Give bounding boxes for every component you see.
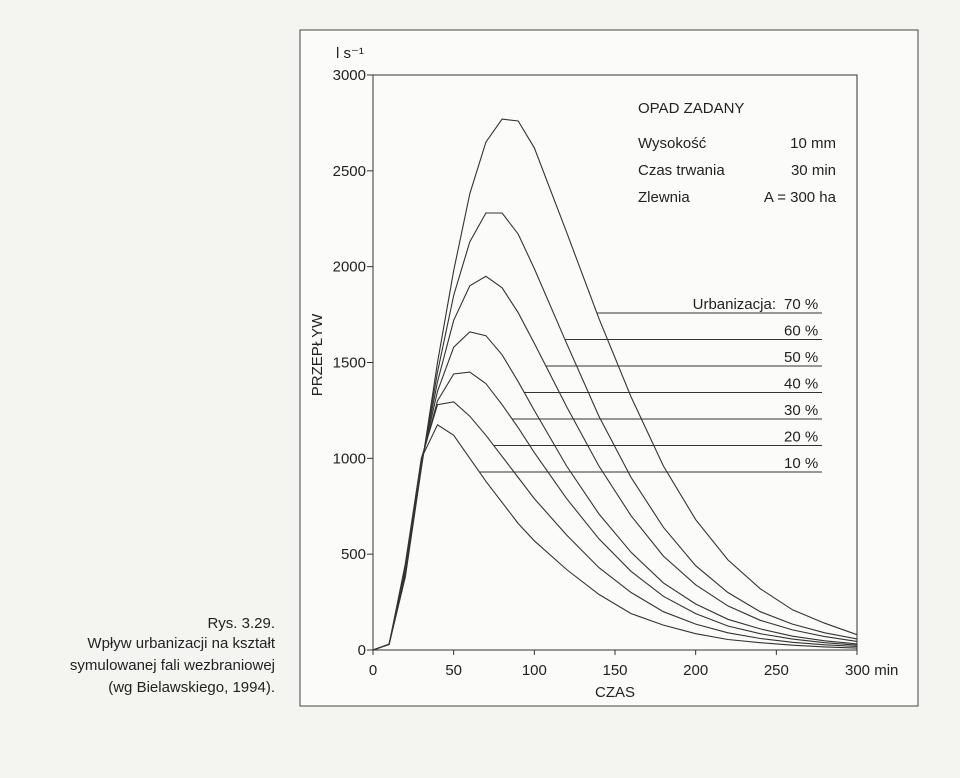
y-tick-label: 0 [358, 642, 366, 659]
y-tick-label: 1000 [333, 450, 366, 467]
info-key: Wysokość [638, 135, 707, 152]
legend-label: 50 % [784, 349, 818, 366]
y-tick-label: 2500 [333, 163, 366, 180]
x-tick-label: 50 [445, 662, 462, 679]
y-tick-label: 1500 [333, 355, 366, 372]
caption-line: symulowanej fali wezbraniowej [70, 657, 275, 674]
legend-label: 60 % [784, 323, 818, 340]
x-tick-label: 0 [369, 662, 377, 679]
legend-label: 40 % [784, 376, 818, 393]
y-tick-label: 500 [341, 546, 366, 563]
x-tick-label: 150 [602, 662, 627, 679]
info-key: Zlewnia [638, 189, 690, 206]
caption-line: Rys. 3.29. [207, 615, 275, 632]
legend-title: Urbanizacja: [693, 296, 776, 313]
legend-label: 10 % [784, 455, 818, 472]
series-line [372, 423, 858, 651]
y-axis-label: PRZEPŁYW [309, 313, 326, 396]
x-tick-label: 250 [764, 662, 789, 679]
info-key: Czas trwania [638, 162, 725, 179]
info-value: 10 mm [790, 135, 836, 152]
y-tick-label: 3000 [333, 67, 366, 84]
y-tick-label: 2000 [333, 259, 366, 276]
x-tick-label: 100 [522, 662, 547, 679]
legend-label: 30 % [784, 402, 818, 419]
legend-label: 70 % [784, 296, 818, 313]
caption-line: Wpływ urbanizacji na kształt [87, 635, 275, 652]
info-value: A = 300 ha [764, 189, 837, 206]
figure-frame [299, 29, 919, 707]
series-line [372, 401, 858, 651]
x-axis-label: CZAS [595, 684, 635, 701]
x-tick-label: 300 min [845, 662, 898, 679]
x-tick-label: 200 [683, 662, 708, 679]
caption-line: (wg Bielawskiego, 1994). [108, 679, 275, 696]
info-title: OPAD ZADANY [638, 100, 744, 117]
info-value: 30 min [791, 162, 836, 179]
legend-label: 20 % [784, 429, 818, 446]
y-unit: l s⁻¹ [336, 45, 364, 62]
